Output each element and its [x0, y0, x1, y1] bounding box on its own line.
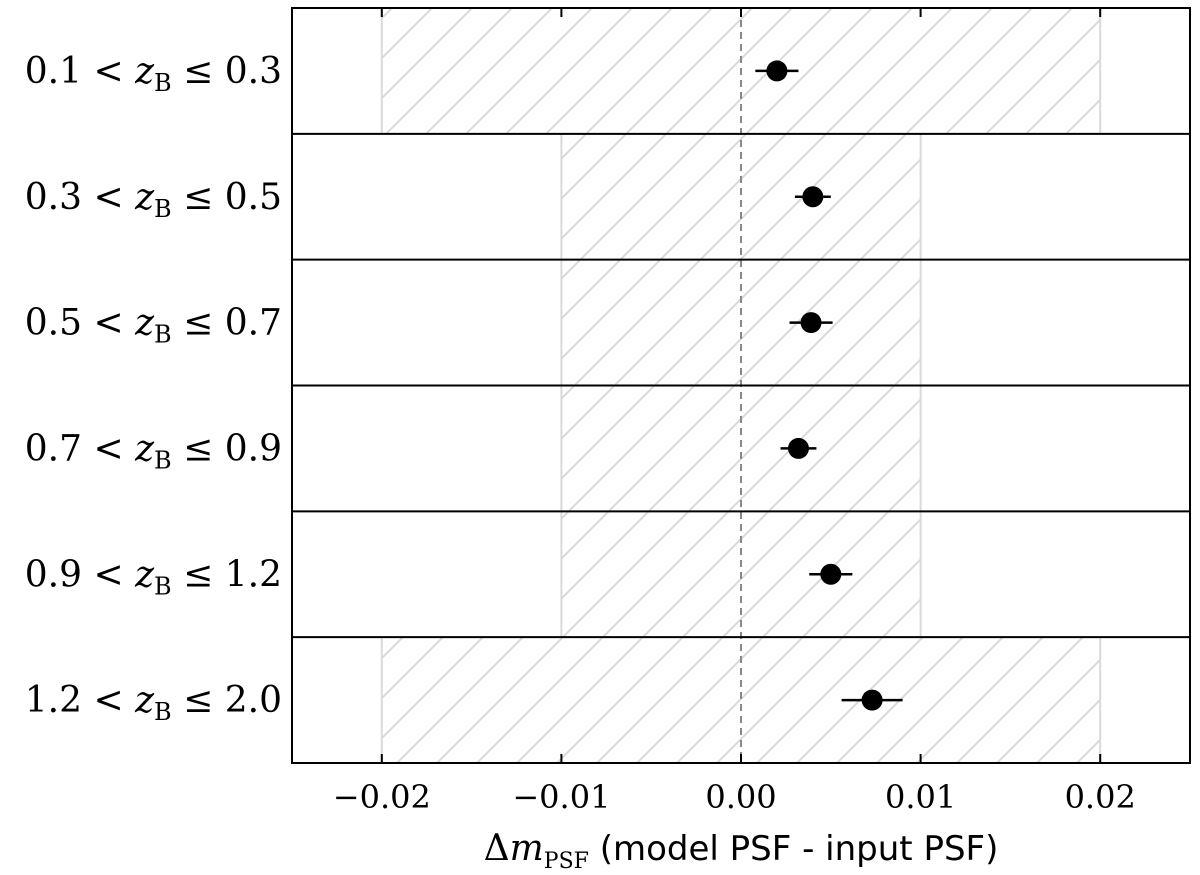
data-point-4: [787, 437, 809, 459]
x-tick-label-2: −0.01: [512, 778, 610, 816]
x-tick-label-5: 0.02: [1065, 778, 1136, 816]
x-tick-label-1: −0.02: [333, 778, 431, 816]
row-label-4: 0.7 < zB ≤ 0.9: [25, 428, 282, 474]
x-axis-label: ΔmPSF (model PSF - input PSF): [484, 828, 999, 874]
row-label-3: 0.5 < zB ≤ 0.7: [25, 303, 282, 349]
x-tick-label-4: 0.01: [885, 778, 956, 816]
x-axis-label-m: m: [510, 828, 544, 869]
row-label-5: 0.9 < zB ≤ 1.2: [25, 554, 282, 600]
data-point-1: [766, 60, 788, 82]
x-tick-label-3: 0.00: [705, 778, 776, 816]
x-axis-label-text: (model PSF - input PSF): [589, 829, 998, 869]
row-label-1: 0.1 < zB ≤ 0.3: [25, 51, 282, 97]
row-label-2: 0.3 < zB ≤ 0.5: [25, 177, 282, 223]
x-axis-label-delta: Δ: [484, 828, 510, 869]
row-labels: 0.1 < zB ≤ 0.3 0.3 < zB ≤ 0.5 0.5 < zB ≤ 0…: [25, 51, 282, 726]
data-points: [755, 60, 903, 711]
data-point-6: [861, 689, 883, 711]
data-point-3: [800, 312, 822, 334]
x-axis-ticks: −0.02 −0.01 0.00 0.01 0.02: [333, 8, 1136, 816]
x-axis-label-sub: PSF: [544, 849, 589, 874]
row-label-6: 1.2 < zB ≤ 2.0: [25, 680, 282, 726]
data-point-2: [802, 186, 824, 208]
data-point-5: [820, 563, 842, 585]
row-separators: [292, 132, 1190, 639]
